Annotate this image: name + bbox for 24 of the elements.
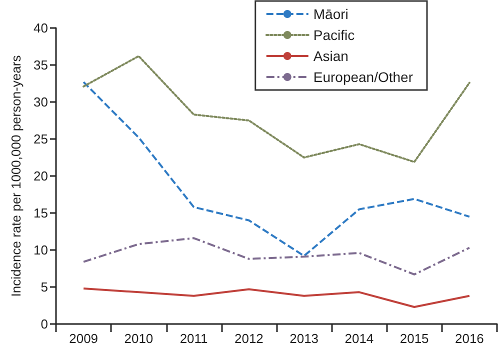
y-tick-label: 20 (34, 168, 48, 184)
y-tick-label: 35 (34, 58, 48, 72)
x-tick-label: 2013 (290, 331, 319, 346)
y-tick-label: 15 (34, 206, 48, 220)
x-tick-label: 2015 (400, 331, 429, 346)
x-tick-label: 2009 (69, 331, 98, 346)
legend-label: Asian (313, 48, 348, 64)
legend-label: European/Other (313, 69, 414, 85)
legend-label: Māori (313, 6, 348, 22)
y-tick-label: 30 (34, 94, 48, 110)
x-tick-label: 2014 (344, 331, 374, 346)
line-series (82, 237, 470, 276)
y-tick-label: 25 (34, 132, 48, 146)
y-tick-label: 5 (40, 280, 48, 294)
y-tick-label: 10 (34, 242, 48, 258)
y-tick-label: 0 (40, 316, 48, 332)
line-series (82, 287, 470, 308)
x-tick-label: 2012 (234, 331, 264, 346)
y-tick-label: 40 (34, 20, 48, 36)
legend-label: Pacific (313, 27, 355, 43)
y-axis-title: Incidence rate per 1000,000 person-years (8, 54, 24, 297)
x-tick-label: 2016 (454, 331, 484, 346)
x-tick-label: 2010 (124, 331, 154, 346)
x-tick-label: 2011 (180, 331, 208, 346)
